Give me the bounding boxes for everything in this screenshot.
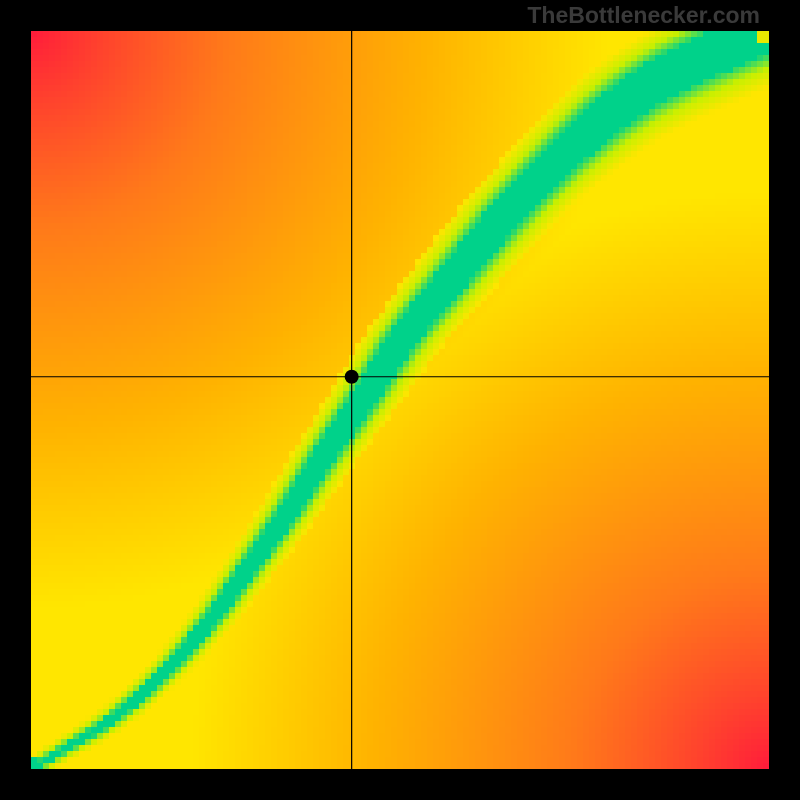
heatmap-canvas: [0, 0, 800, 800]
watermark-text: TheBottlenecker.com: [527, 2, 760, 29]
chart-container: TheBottlenecker.com: [0, 0, 800, 800]
